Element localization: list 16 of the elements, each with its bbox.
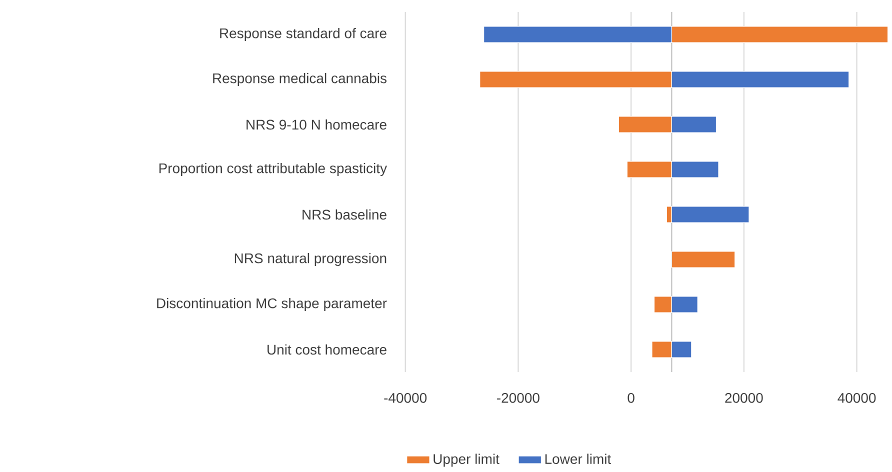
legend-label: Lower limit (545, 454, 612, 464)
x-tick-label: -40000 (384, 392, 427, 403)
y-tick-label: Proportion cost attributable spasticity (159, 162, 387, 176)
y-tick-label: NRS 9-10 N homecare (246, 119, 386, 130)
y-tick-label: Response medical cannabis (213, 72, 387, 86)
y-tick-label: NRS natural progression (234, 252, 386, 266)
y-tick-label: Response standard of care (220, 28, 386, 42)
y-tick-label: Unit cost homecare (268, 344, 386, 355)
legend-label: Upper limit (434, 454, 500, 467)
x-tick-label: 0 (628, 392, 634, 403)
y-tick-label: Discontinuation MC shape parameter (157, 298, 387, 312)
y-tick-label: NRS baseline (302, 209, 386, 220)
x-tick-label: 40000 (838, 392, 876, 403)
bar (671, 251, 736, 268)
x-tick-label: 20000 (725, 392, 763, 403)
x-tick-label: -20000 (497, 392, 540, 403)
